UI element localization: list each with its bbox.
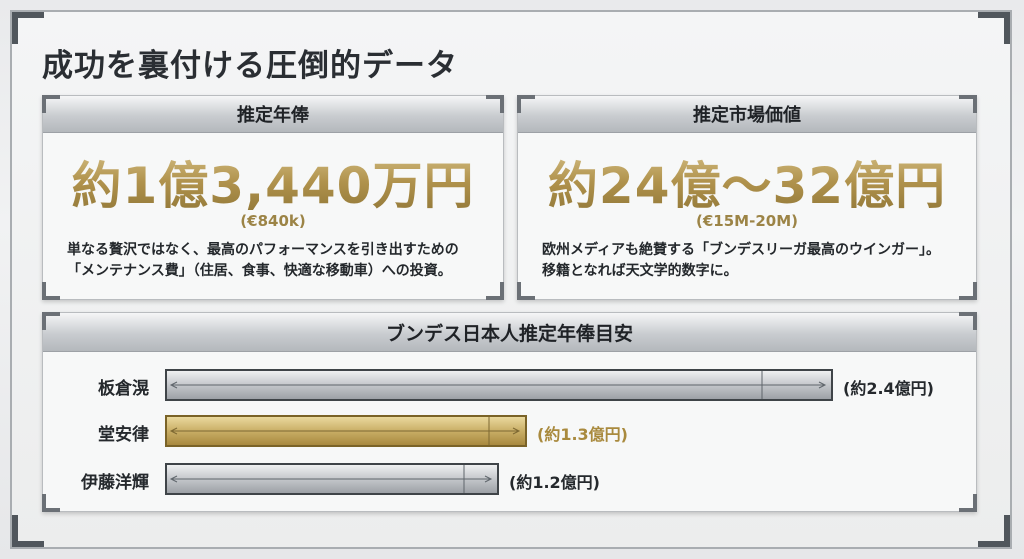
market-value-card-header: 推定市場価値: [518, 96, 976, 133]
page-title: 成功を裏付ける圧倒的データ: [42, 48, 458, 84]
bar-category-label: 板倉滉: [98, 379, 149, 399]
bar: [165, 369, 833, 401]
bar-arrow-decoration: [169, 465, 493, 493]
bar: [165, 463, 499, 495]
salary-card-header: 推定年俸: [43, 96, 503, 133]
salary-figure: 約1億3,440万円: [43, 146, 503, 218]
frame-corner: [978, 515, 1010, 547]
frame-corner: [12, 515, 44, 547]
bar-category-label: 堂安律: [98, 425, 149, 445]
bar-value-label: (約2.4億円): [843, 379, 934, 398]
frame-corner: [978, 12, 1010, 44]
market-value-figure: 約24億〜32億円: [518, 146, 976, 218]
frame-corner: [12, 12, 44, 44]
salary-card: 推定年俸 約1億3,440万円 (€840k) 単なる贅沢ではなく、最高のパフォ…: [42, 95, 504, 300]
salary-euro: (€840k): [240, 212, 306, 230]
market-value-description-line: 移籍となれば天文学的数字に。: [542, 263, 738, 279]
bar-category-label: 伊藤洋輝: [81, 473, 149, 493]
market-value-description-line: 欧州メディアも絶賛する「ブンデスリーガ最高のウインガー」。: [542, 242, 941, 258]
salary-description-line: 単なる贅沢ではなく、最高のパフォーマンスを引き出すための: [67, 242, 459, 258]
bar-value-label: (約1.3億円): [537, 425, 628, 444]
bar-arrow-decoration: [169, 417, 521, 445]
market-value-euro: (€15M-20M): [696, 212, 798, 230]
bar: [165, 415, 527, 447]
salary-comparison-chart: ブンデス日本人推定年俸目安 板倉滉 (約2.4億円) 堂安律 (約1.3億円) 伊藤洋輝…: [42, 312, 977, 512]
chart-plot-area: 板倉滉 (約2.4億円) 堂安律 (約1.3億円) 伊藤洋輝 (約1.2億円): [43, 313, 978, 513]
bar-value-label: (約1.2億円): [509, 473, 600, 492]
bar-arrow-decoration: [169, 371, 827, 399]
chart-title: ブンデス日本人推定年俸目安: [43, 313, 976, 352]
market-value-card: 推定市場価値 約24億〜32億円 (€15M-20M) 欧州メディアも絶賛する「…: [517, 95, 977, 300]
salary-description: 単なる贅沢ではなく、最高のパフォーマンスを引き出すための 「メンテナンス費」（住…: [67, 240, 483, 282]
market-value-description: 欧州メディアも絶賛する「ブンデスリーガ最高のウインガー」。 移籍となれば天文学的…: [542, 240, 956, 282]
salary-description-line: 「メンテナンス費」（住居、食事、快適な移動車）への投資。: [67, 263, 452, 279]
